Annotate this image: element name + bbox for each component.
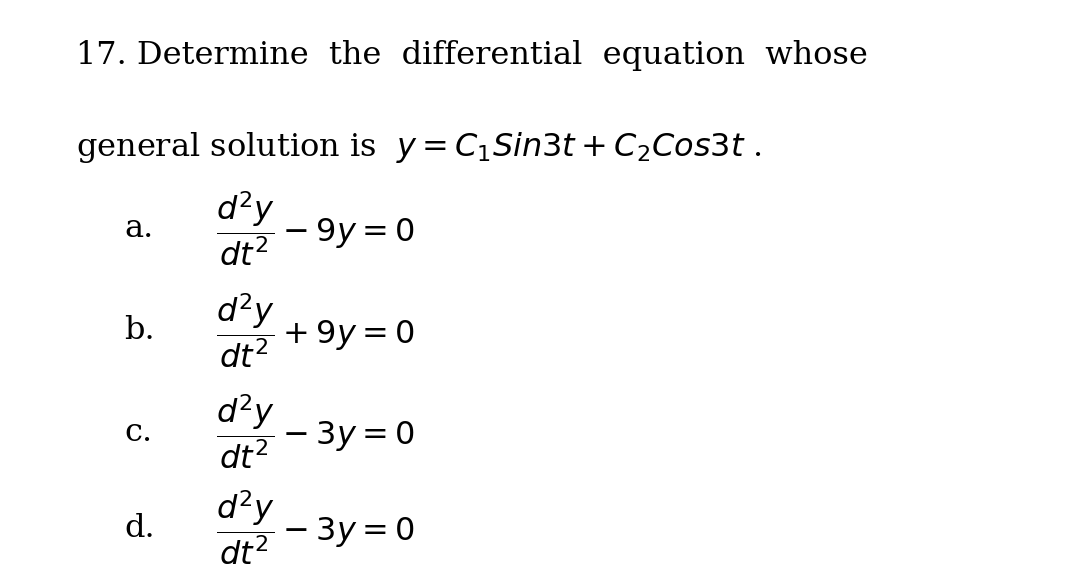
Text: c.: c. <box>124 417 152 447</box>
Text: 17. Determine  the  differential  equation  whose: 17. Determine the differential equation … <box>76 40 867 71</box>
Text: $\dfrac{d^2 y}{dt^2} - 9y = 0$: $\dfrac{d^2 y}{dt^2} - 9y = 0$ <box>216 190 415 268</box>
Text: general solution is  $y = C_1 Sin3t + C_2 Cos3t$ .: general solution is $y = C_1 Sin3t + C_2… <box>76 130 761 165</box>
Text: d.: d. <box>124 513 154 544</box>
Text: $\dfrac{d^2 y}{dt^2} - 3y = 0$: $\dfrac{d^2 y}{dt^2} - 3y = 0$ <box>216 489 415 565</box>
Text: $\dfrac{d^2 y}{dt^2} + 9y = 0$: $\dfrac{d^2 y}{dt^2} + 9y = 0$ <box>216 292 415 370</box>
Text: a.: a. <box>124 214 153 244</box>
Text: b.: b. <box>124 315 154 346</box>
Text: $\dfrac{d^2 y}{dt^2} - 3y = 0$: $\dfrac{d^2 y}{dt^2} - 3y = 0$ <box>216 393 415 471</box>
